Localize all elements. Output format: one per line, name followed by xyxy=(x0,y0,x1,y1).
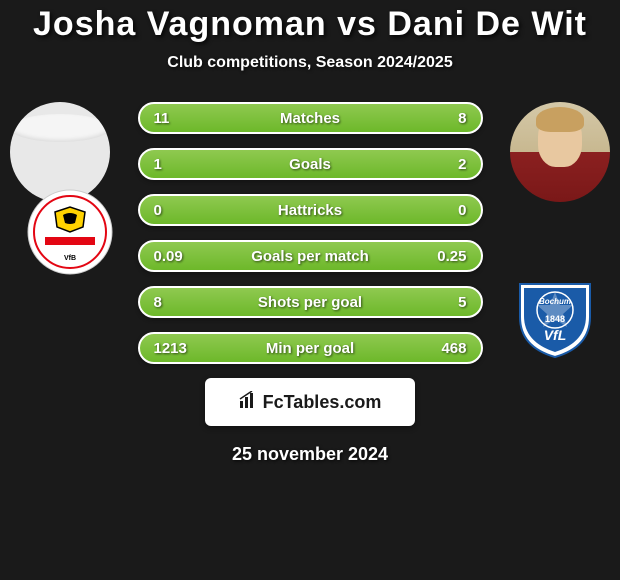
stat-left-value: 11 xyxy=(154,110,204,127)
svg-text:1848: 1848 xyxy=(545,314,565,324)
stat-label: Hattricks xyxy=(278,202,342,219)
stat-label: Goals per match xyxy=(251,248,369,265)
stat-label: Matches xyxy=(280,110,340,127)
club-logo-left: VfB xyxy=(25,187,115,277)
stat-right-value: 0 xyxy=(417,202,467,219)
stat-right-value: 8 xyxy=(417,110,467,127)
stat-row-goals-per-match: 0.09 Goals per match 0.25 xyxy=(138,240,483,272)
chart-icon xyxy=(239,391,257,414)
date-label: 25 november 2024 xyxy=(0,444,620,465)
comparison-card: Josha Vagnoman vs Dani De Wit Club compe… xyxy=(0,0,620,580)
stat-right-value: 0.25 xyxy=(417,248,467,265)
stat-left-value: 0.09 xyxy=(154,248,204,265)
brand-badge[interactable]: FcTables.com xyxy=(205,378,415,426)
stat-label: Shots per goal xyxy=(258,294,362,311)
subtitle: Club competitions, Season 2024/2025 xyxy=(0,54,620,72)
stats-area: VfB Bochum 1848 VfL 11 Matches 8 1 Goals… xyxy=(0,102,620,465)
stat-label: Min per goal xyxy=(266,340,354,357)
stat-row-goals: 1 Goals 2 xyxy=(138,148,483,180)
stat-row-min-per-goal: 1213 Min per goal 468 xyxy=(138,332,483,364)
stat-right-value: 468 xyxy=(417,340,467,357)
stat-row-matches: 11 Matches 8 xyxy=(138,102,483,134)
svg-text:VfL: VfL xyxy=(544,327,567,343)
svg-text:VfB: VfB xyxy=(64,255,76,262)
player-right-photo xyxy=(510,102,610,202)
brand-text: FcTables.com xyxy=(263,392,382,413)
stat-left-value: 8 xyxy=(154,294,204,311)
svg-text:Bochum: Bochum xyxy=(539,297,571,306)
club-logo-right: Bochum 1848 VfL xyxy=(510,272,600,362)
stat-left-value: 0 xyxy=(154,202,204,219)
stat-right-value: 2 xyxy=(417,156,467,173)
stat-row-shots-per-goal: 8 Shots per goal 5 xyxy=(138,286,483,318)
stat-right-value: 5 xyxy=(417,294,467,311)
page-title: Josha Vagnoman vs Dani De Wit xyxy=(0,5,620,44)
stat-left-value: 1213 xyxy=(154,340,204,357)
stat-left-value: 1 xyxy=(154,156,204,173)
stat-label: Goals xyxy=(289,156,331,173)
stat-row-hattricks: 0 Hattricks 0 xyxy=(138,194,483,226)
